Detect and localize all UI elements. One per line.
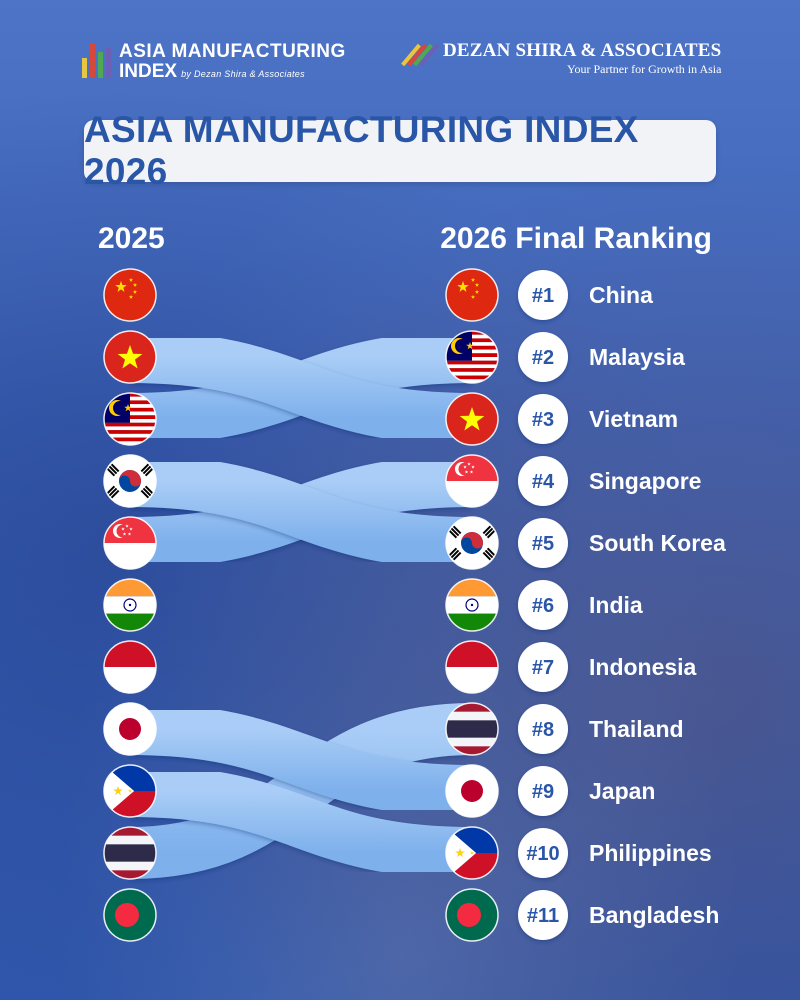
rank-badge: #6 xyxy=(518,580,568,630)
thailand-flag-icon xyxy=(445,702,499,756)
rank-label: #5 xyxy=(532,533,554,555)
rank-label: #2 xyxy=(532,347,554,369)
logo-left-tagline: by Dezan Shira & Associates xyxy=(181,69,305,79)
rank-badge: #7 xyxy=(518,642,568,692)
south-korea-flag-icon xyxy=(103,454,157,508)
page-title: ASIA MANUFACTURING INDEX 2026 xyxy=(84,109,639,192)
bangladesh-flag-icon xyxy=(445,888,499,942)
china-flag-icon xyxy=(445,268,499,322)
vietnam-flag-icon xyxy=(445,392,499,446)
country-name: Philippines xyxy=(589,840,712,866)
logo-right-tagline: Your Partner for Growth in Asia xyxy=(567,62,722,76)
rank-label: #8 xyxy=(532,719,554,741)
dezan-shira-logo: DEZAN SHIRA & ASSOCIATES Your Partner fo… xyxy=(401,40,722,76)
singapore-flag-icon xyxy=(445,454,499,508)
japan-flag-icon xyxy=(103,702,157,756)
rank-badge: #5 xyxy=(518,518,568,568)
band-philippines xyxy=(129,765,473,879)
country-name: Japan xyxy=(589,778,655,804)
logo-right-name: DEZAN SHIRA & ASSOCIATES xyxy=(443,40,722,61)
bar-chart-logo-icon xyxy=(82,44,111,78)
rank-badge: #4 xyxy=(518,456,568,506)
japan-flag-icon xyxy=(445,764,499,818)
indonesia-flag-icon xyxy=(103,640,157,694)
country-name: China xyxy=(589,282,653,308)
philippines-flag-icon xyxy=(445,826,499,880)
country-name: Malaysia xyxy=(589,344,685,370)
china-flag-icon xyxy=(103,268,157,322)
country-name: Bangladesh xyxy=(589,902,719,928)
rank-label: #9 xyxy=(532,781,554,803)
logo-left-index: INDEX xyxy=(119,61,178,82)
indonesia-flag-icon xyxy=(445,640,499,694)
rank-label: #4 xyxy=(532,471,555,493)
rank-badge: #11 xyxy=(518,890,568,940)
thailand-flag-icon xyxy=(103,826,157,880)
vietnam-flag-icon xyxy=(103,330,157,384)
logo-left-line2: INDEX by Dezan Shira & Associates xyxy=(119,62,346,84)
rank-badge: #1 xyxy=(518,270,568,320)
india-flag-icon xyxy=(103,578,157,632)
band-thailand xyxy=(129,703,473,879)
rank-badge: #3 xyxy=(518,394,568,444)
column-header-2026: 2026 Final Ranking xyxy=(440,222,712,255)
asia-manufacturing-index-logo: ASIA MANUFACTURING INDEX by Dezan Shira &… xyxy=(82,42,346,84)
rank-badge: #9 xyxy=(518,766,568,816)
rank-badge: #10 xyxy=(518,828,568,878)
column-header-2025: 2025 xyxy=(98,222,165,255)
rank-label: #6 xyxy=(532,595,554,617)
india-flag-icon xyxy=(445,578,499,632)
bangladesh-flag-icon xyxy=(103,888,157,942)
band-vietnam xyxy=(129,331,473,445)
country-name: Singapore xyxy=(589,468,701,494)
rank-label: #11 xyxy=(527,905,559,927)
south-korea-flag-icon xyxy=(445,516,499,570)
country-name: Vietnam xyxy=(589,406,678,432)
rank-label: #10 xyxy=(526,843,559,865)
country-name: South Korea xyxy=(589,530,726,556)
malaysia-flag-icon xyxy=(445,330,499,384)
rank-label: #7 xyxy=(532,657,554,679)
band-south-korea xyxy=(129,455,473,569)
country-name: Thailand xyxy=(589,716,684,742)
title-banner: ASIA MANUFACTURING INDEX 2026 xyxy=(84,109,716,192)
band-japan xyxy=(129,703,473,817)
malaysia-flag-icon xyxy=(103,392,157,446)
philippines-flag-icon xyxy=(103,764,157,818)
rank-label: #1 xyxy=(532,285,554,307)
rank-label: #3 xyxy=(532,409,554,431)
rank-badge: #8 xyxy=(518,704,568,754)
country-name: Indonesia xyxy=(589,654,697,680)
country-name: India xyxy=(589,592,643,618)
rank-badge: #2 xyxy=(518,332,568,382)
logo-left-line1: ASIA MANUFACTURING xyxy=(119,41,346,62)
singapore-flag-icon xyxy=(103,516,157,570)
